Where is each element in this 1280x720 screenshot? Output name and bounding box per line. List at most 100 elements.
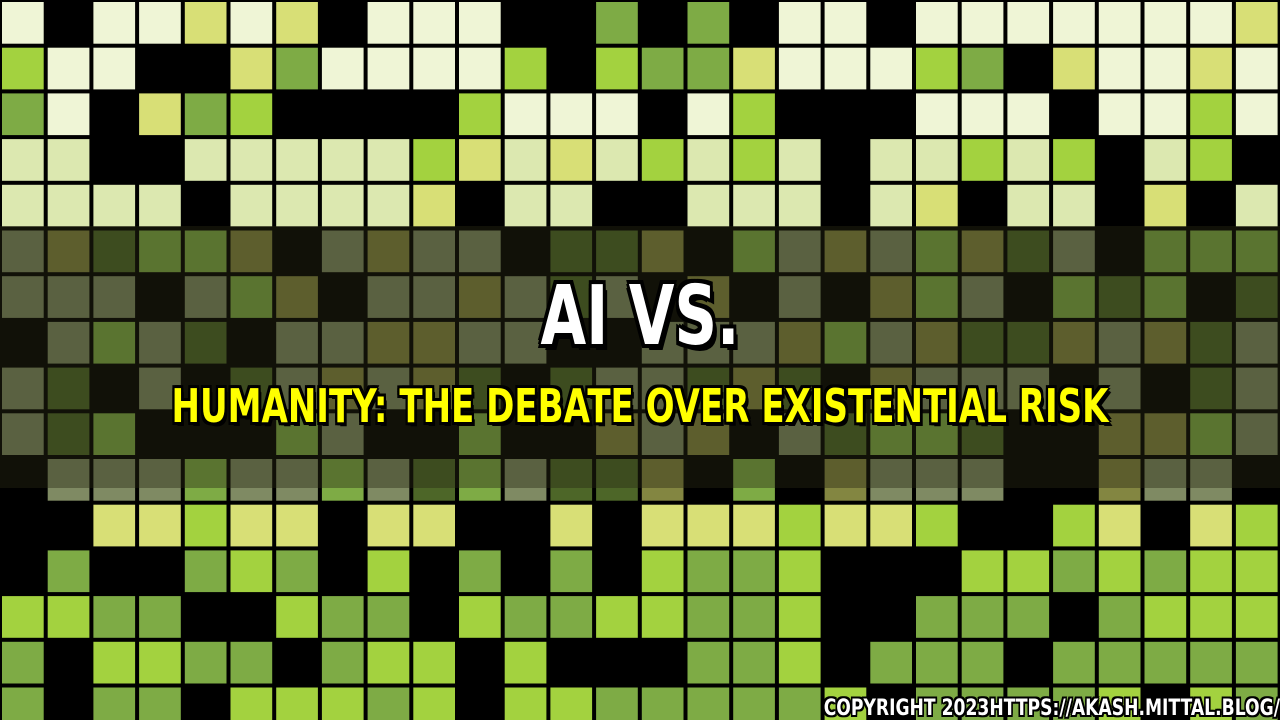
mosaic-tile [1235,504,1278,547]
mosaic-tile [961,139,1004,181]
mosaic-tile [1053,321,1095,364]
mosaic-tile [1007,139,1050,181]
mosaic-tile [321,367,364,410]
mosaic-tile [1144,276,1187,318]
mosaic-tile [504,321,547,364]
mosaic-tile [733,321,775,364]
mosaic-tile [1144,184,1187,227]
mosaic-tile [733,367,775,410]
mosaic-tile [1190,687,1232,720]
mosaic-tile [916,596,958,638]
mosaic-tile [367,641,410,684]
mosaic-tile [1144,93,1187,136]
mosaic-tile [778,550,821,593]
mosaic-tile [413,276,455,318]
mosaic-tile [916,459,958,501]
mosaic-tile [504,641,547,684]
mosaic-tile [276,2,318,44]
mosaic-tile [93,276,136,318]
mosaic-tile [916,47,958,90]
mosaic-tile [641,230,684,273]
mosaic-tile [47,413,90,455]
mosaic-tile [961,321,1004,364]
mosaic-tile [2,139,44,181]
mosaic-tile [367,459,410,501]
mosaic-tile [230,550,273,593]
mosaic-tile [367,139,410,181]
mosaic-tile [961,641,1004,684]
mosaic-tile [870,367,912,410]
mosaic-tile [367,321,410,364]
mosaic-tile [1190,504,1232,547]
mosaic-tile [1144,413,1187,455]
mosaic-tile [139,184,181,227]
mosaic-tile [778,47,821,90]
mosaic-tile [961,93,1004,136]
mosaic-tile [321,641,364,684]
mosaic-tile [504,139,547,181]
mosaic-tile [641,321,684,364]
mosaic-tile [2,2,44,44]
mosaic-tile [184,321,227,364]
mosaic-tile [1144,139,1187,181]
mosaic-tile [961,276,1004,318]
mosaic-tile [1190,321,1232,364]
mosaic-tile [733,641,775,684]
mosaic-tile [733,93,775,136]
mosaic-tile [413,504,455,547]
title-line-1: AI VS. [540,269,740,364]
mosaic-tile [870,504,912,547]
mosaic-tile [2,413,44,455]
mosaic-tile [687,93,730,136]
mosaic-tile [504,47,547,90]
mosaic-tile [276,139,318,181]
mosaic-tile [230,641,273,684]
mosaic-tile [916,230,958,273]
mosaic-tile [276,596,318,638]
mosaic-tile [1053,504,1095,547]
mosaic-tile [47,230,90,273]
mosaic-tile [276,459,318,501]
mosaic-tile [1190,459,1232,501]
mosaic-tile [870,47,912,90]
mosaic-tile [1190,47,1232,90]
mosaic-tile [413,367,455,410]
mosaic-tile [459,276,501,318]
mosaic-tile [459,459,501,501]
mosaic-tile [93,2,136,44]
mosaic-tile [276,321,318,364]
mosaic-tile [1098,459,1141,501]
mosaic-tile [2,687,44,720]
mosaic-tile [1144,2,1187,44]
mosaic-tile [550,93,593,136]
mosaic-tile [687,687,730,720]
mosaic-tile [321,230,364,273]
mosaic-tile [2,596,44,638]
mosaic-tile [413,641,455,684]
mosaic-tile [961,459,1004,501]
title-line-2: HUMANITY: THE DEBATE OVER EXISTENTIAL RI… [171,379,1109,433]
mosaic-tile [1144,596,1187,638]
mosaic-tile [321,459,364,501]
mosaic-tile [459,321,501,364]
mosaic-tile [1190,139,1232,181]
mosaic-tile [596,93,638,136]
mosaic-tile [1053,641,1095,684]
mosaic-tile [139,459,181,501]
mosaic-tile [93,596,136,638]
mosaic-tile [687,413,730,455]
mosaic-tile [1098,550,1141,593]
mosaic-tile [413,230,455,273]
mosaic-tile [276,47,318,90]
mosaic-tile [321,184,364,227]
mosaic-tile [47,550,90,593]
mosaic-tile [870,459,912,501]
mosaic-tile [459,596,501,638]
mosaic-tile [550,687,593,720]
mosaic-tile [641,687,684,720]
mosaic-tile [778,687,821,720]
mosaic-tile [733,459,775,501]
mosaic-tile [2,276,44,318]
